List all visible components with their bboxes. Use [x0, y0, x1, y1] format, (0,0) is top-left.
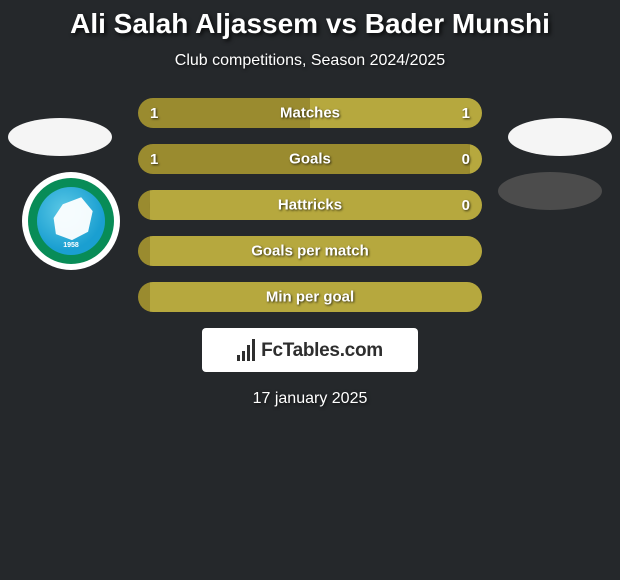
brand-badge: FcTables.com [202, 328, 418, 372]
stat-right-value: 0 [470, 144, 482, 174]
stat-label: Matches [280, 105, 340, 122]
stat-left-value [138, 236, 150, 266]
stat-left-value [138, 282, 150, 312]
stats-area: 11Matches10Goals00HattricksGoals per mat… [138, 98, 482, 312]
stat-row: 11Matches [138, 98, 482, 128]
player-right-avatar-placeholder [508, 118, 612, 156]
player-right-club-placeholder [498, 172, 602, 210]
stat-row: Goals per match [138, 236, 482, 266]
player-left-avatar-placeholder [8, 118, 112, 156]
page-subtitle: Club competitions, Season 2024/2025 [0, 52, 620, 70]
page-title: Ali Salah Aljassem vs Bader Munshi [0, 8, 620, 40]
stat-label: Goals [289, 151, 331, 168]
stat-row: 10Goals [138, 144, 482, 174]
brand-text: FcTables.com [261, 340, 383, 362]
player-left-club-logo: 1958 [22, 172, 120, 270]
club-logo-year: 1958 [63, 242, 79, 249]
stat-left-value: 0 [138, 190, 150, 220]
stat-label: Goals per match [251, 243, 369, 260]
stat-row: 00Hattricks [138, 190, 482, 220]
footer-date: 17 january 2025 [0, 390, 620, 408]
club-logo-icon: 1958 [28, 178, 114, 264]
stat-row: Min per goal [138, 282, 482, 312]
stat-label: Hattricks [278, 197, 342, 214]
bars-icon [237, 339, 255, 361]
stat-label: Min per goal [266, 289, 354, 306]
